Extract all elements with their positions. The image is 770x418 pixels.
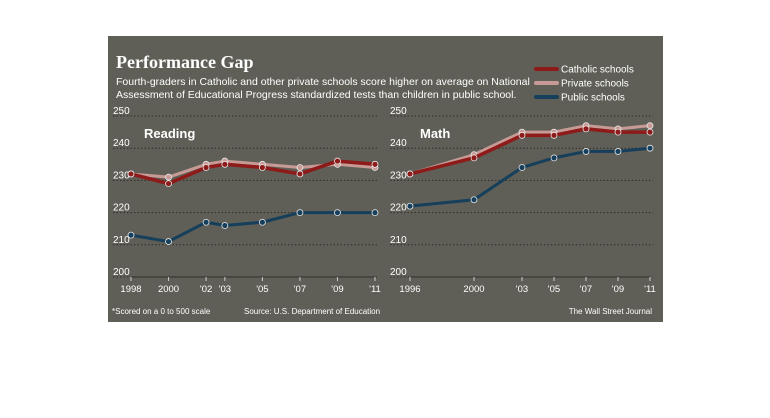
series-line-public [130,211,375,244]
data-point-public [258,218,266,226]
y-tick-label: 200 [113,267,130,278]
data-point-catholic [646,128,654,136]
data-point-public [518,164,526,171]
data-point-public [296,209,304,217]
y-tick-label: 240 [390,138,407,149]
chart-subtitle-line1: Fourth-graders in Catholic and other pri… [116,76,530,88]
x-tick-label: '03 [219,284,231,295]
data-point-catholic [258,164,266,171]
legend: Catholic schools Private schools Public sc… [534,65,634,104]
data-point-catholic [582,125,590,133]
series-line-catholic [130,159,376,186]
data-point-catholic [518,131,526,139]
y-tick-label: 250 [390,106,407,117]
y-tick-label: 220 [113,203,130,214]
data-point-catholic [221,160,229,168]
y-tick-label: 230 [390,170,407,181]
credit-note: The Wall Street Journal [569,307,653,316]
x-tick-label: '11 [369,284,381,295]
y-tick-label: 240 [113,138,130,149]
data-point-public [202,218,210,226]
data-point-public [406,202,414,210]
data-point-catholic [470,154,478,162]
x-tick-label: '05 [548,284,560,295]
y-tick-label: 210 [113,235,130,246]
data-point-public [614,148,622,155]
x-tick-label: 1998 [120,284,141,295]
y-tick-label: 200 [390,267,407,278]
x-tick-label: '09 [331,284,343,295]
data-point-public [470,196,478,204]
x-tick-label: '02 [200,284,212,295]
data-point-public [550,154,558,162]
panel-title-reading: Reading [144,126,195,141]
data-point-catholic [334,157,341,165]
data-point-public [221,222,229,229]
data-point-catholic [406,170,414,178]
x-tick-label: 1996 [399,284,420,295]
chart-subtitle-line2: Assessment of Educational Progress stand… [116,89,516,101]
data-point-private [296,164,304,171]
data-point-catholic [165,180,172,188]
y-tick-label: 220 [390,203,407,214]
data-point-public [334,209,341,217]
y-tick-label: 210 [390,235,407,246]
y-tick-label: 230 [113,170,130,181]
x-tick-label: '07 [580,284,592,295]
x-tick-label: '05 [256,284,268,295]
data-point-catholic [202,164,210,171]
data-point-private [646,122,654,130]
data-point-catholic [550,131,558,139]
legend-label-private: Private schools [561,79,629,90]
data-point-public [646,144,654,152]
legend-label-catholic: Catholic schools [561,65,634,76]
x-tick-label: '07 [294,284,306,295]
footnote: *Scored on a 0 to 500 scale [112,307,211,316]
plot-math: 200 210 220 230 240 250 1996 2000 '03 '05 '07 '09 '1… [390,106,656,295]
data-point-catholic [614,128,622,136]
source-note: Source: U.S. Department of Education [244,307,380,316]
x-tick-label: '09 [612,284,624,295]
data-point-catholic [296,170,304,178]
data-point-catholic [371,160,379,168]
x-tick-label: 2000 [463,284,484,295]
x-tick-label: '11 [644,284,656,295]
data-point-private [165,173,172,181]
x-tick-label: '03 [516,284,528,295]
legend-label-public: Public schools [561,93,625,104]
data-point-public [371,209,379,217]
data-point-public [127,231,135,239]
plots: 200 210 220 230 240 250 1998 2000 '02 '03 '05 '07 '0… [113,106,656,295]
figure-panel [108,36,663,322]
y-tick-label: 250 [113,106,130,117]
data-point-public [582,148,590,155]
data-point-public [165,238,172,245]
panel-title-math: Math [420,126,450,141]
data-point-catholic [127,170,135,178]
chart-title: Performance Gap [116,52,253,72]
x-tick-label: 2000 [158,284,179,295]
plot-reading: 200 210 220 230 240 250 1998 2000 '02 '03 '05 '07 '0… [113,106,381,295]
